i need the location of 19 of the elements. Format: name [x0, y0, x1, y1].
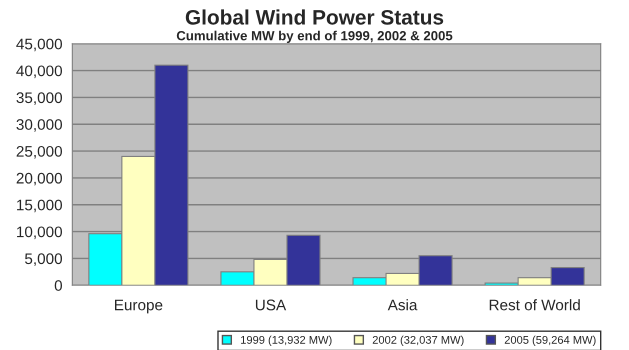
y-tick-label: 35,000	[16, 92, 62, 105]
y-tick-label: 15,000	[17, 200, 62, 212]
legend-label: 2005 (59,264 MW)	[504, 336, 596, 346]
legend-label: 1999 (13,932 MW)	[241, 336, 332, 346]
y-tick-label: 0	[54, 280, 62, 291]
y-tick-label: 5,000	[24, 253, 62, 266]
y-tick-label: 45,000	[16, 38, 62, 52]
y-tick-label: 10,000	[17, 226, 62, 240]
y-tick-label: 20,000	[16, 172, 62, 186]
y-tick-label: 30,000	[16, 119, 62, 132]
legend-label: 2002 (32,037 MW)	[372, 336, 464, 346]
chart-subtitle: Cumulative MW by end of 1999, 2002 & 2005	[176, 30, 452, 43]
x-tick-label: Europe	[115, 300, 162, 314]
y-tick-label: 25,000	[16, 146, 62, 159]
x-tick-label: Asia	[388, 299, 418, 310]
chart-title: Global Wind Power Status	[186, 9, 444, 25]
y-tick-label: 40,000	[16, 65, 62, 78]
x-tick-label: USA	[256, 300, 286, 310]
x-tick-label: Rest of World	[490, 299, 580, 310]
